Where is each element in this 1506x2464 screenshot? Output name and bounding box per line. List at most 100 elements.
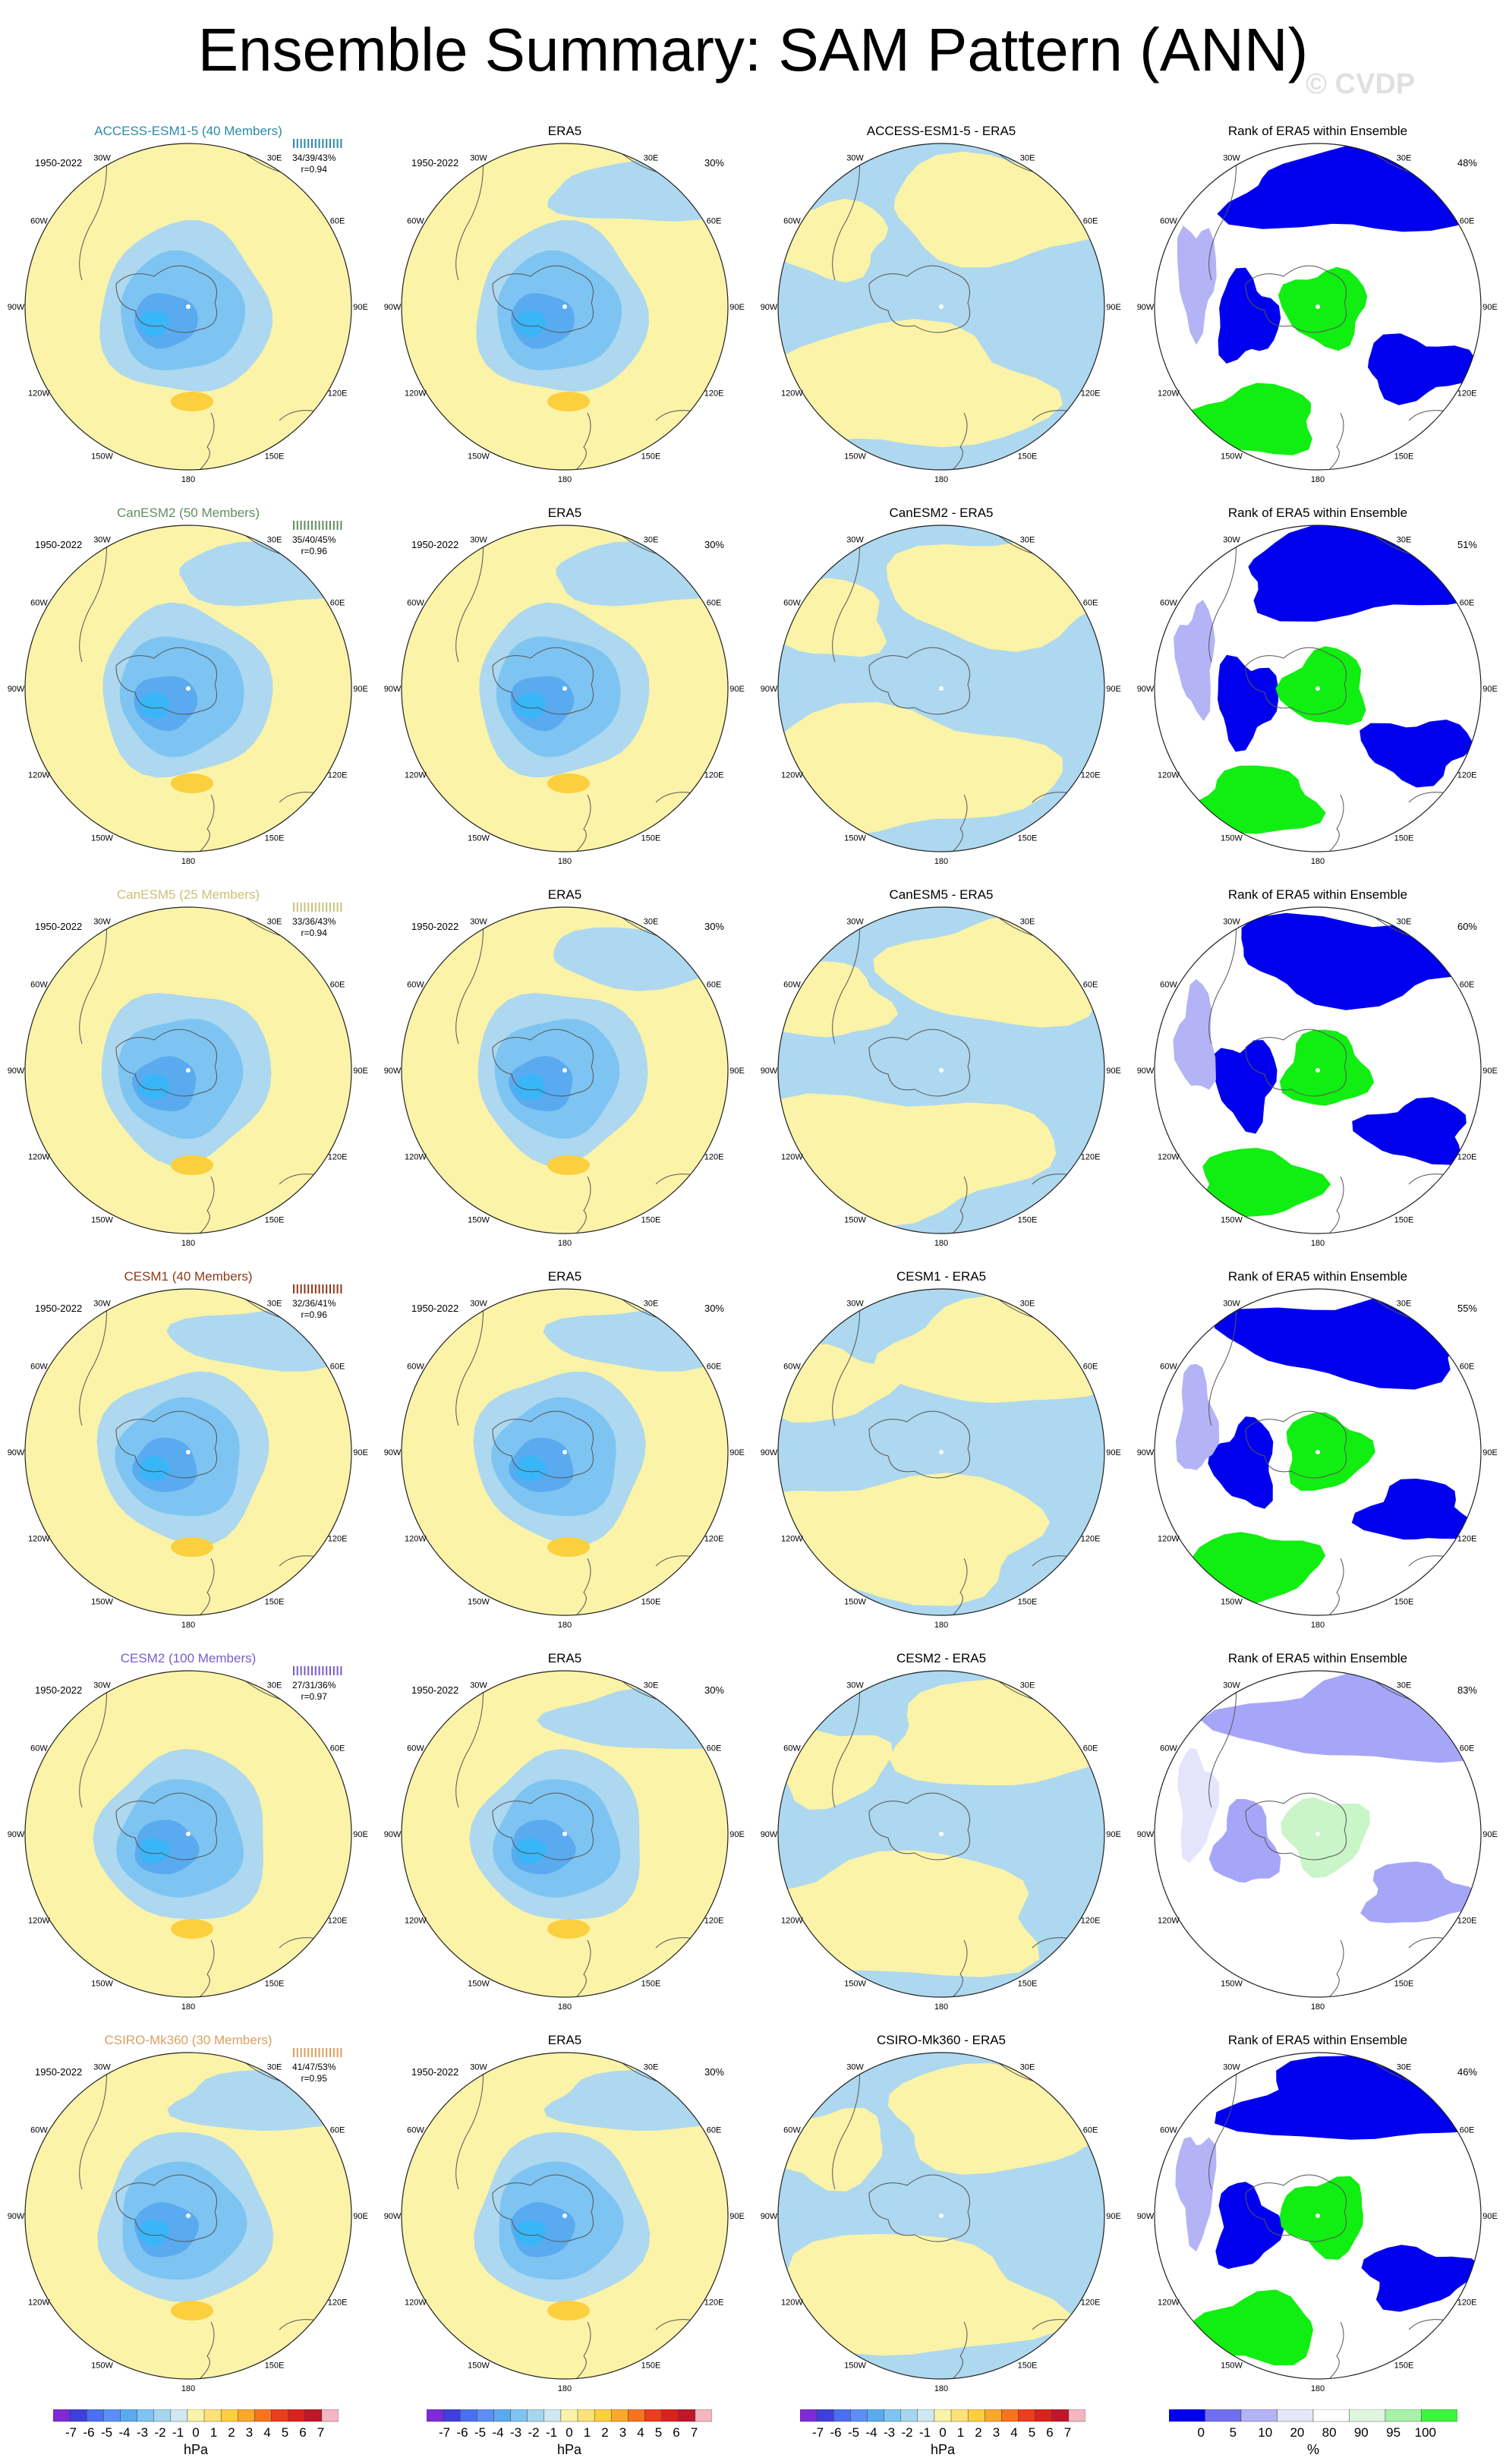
longitude-label: 120E [1081, 389, 1101, 399]
longitude-label: 30E [267, 2062, 282, 2072]
panel-title: Rank of ERA5 within Ensemble [1227, 1269, 1408, 1284]
page-title: Ensemble Summary: SAM Pattern (ANN) [197, 16, 1309, 83]
longitude-label: 60E [330, 217, 345, 226]
antarctica-coastline [868, 1029, 970, 1097]
longitude-label: 60E [330, 1744, 345, 1753]
longitude-label: 60E [1083, 2126, 1098, 2135]
colorbar-tick-label: 4 [263, 2425, 270, 2440]
longitude-label: 30W [1223, 1681, 1240, 1690]
panel-title: CanESM5 (25 Members) [116, 887, 260, 902]
longitude-label: 120W [781, 389, 803, 399]
south-america-coastline [79, 1289, 107, 1426]
colorbar-swatch [120, 2409, 137, 2422]
new-zealand-coastline [199, 1558, 215, 1615]
longitude-label: 30W [1223, 153, 1240, 162]
antarctica-coastline [1245, 2174, 1347, 2242]
longitude-label: 120W [405, 771, 427, 780]
colorbar-swatch [137, 2409, 154, 2422]
longitude-label: 150W [91, 834, 113, 843]
longitude-label: 90W [761, 1830, 778, 1839]
longitude-label: 120W [1158, 1917, 1180, 1926]
south-pole-marker [186, 1068, 191, 1073]
panel-title: ERA5 [547, 1651, 582, 1665]
longitude-label: 30W [846, 917, 864, 926]
longitude-label: 90E [353, 1448, 368, 1457]
pattern-stats: 35/40/45% r=0.96 [292, 534, 336, 556]
antarctica-coastline [115, 1029, 217, 1097]
antarctica-coastline [868, 2174, 970, 2242]
map-panel-model: CSIRO-Mk360 (30 Members) 1950-2022 41/47/5… [0, 2033, 376, 2415]
colorbar-swatch [816, 2409, 834, 2422]
colorbar-tick-label: 4 [1010, 2425, 1017, 2440]
map-panel-rank: Rank of ERA5 within Ensemble83%030E60E90… [1130, 1651, 1506, 2033]
longitude-label: 150W [91, 2362, 113, 2371]
period-label: 1950-2022 [35, 2066, 83, 2078]
longitude-label: 90E [353, 685, 368, 694]
longitude-label: 30E [1397, 1681, 1412, 1690]
colorbar-tick-label: -5 [101, 2425, 112, 2440]
longitude-label: 30E [644, 917, 659, 926]
south-america-coastline [1208, 2053, 1237, 2190]
colorbar-tick-label: -7 [65, 2425, 77, 2440]
longitude-label: 120W [781, 1917, 803, 1926]
longitude-label: 180 [934, 1239, 948, 1248]
period-label: 1950-2022 [411, 539, 459, 550]
south-america-coastline [455, 143, 484, 281]
south-pole-marker [939, 1068, 944, 1073]
longitude-label: 60W [1160, 217, 1177, 226]
map-panel-obs: ERA51950-202230%030E60E90E120E150E180150… [376, 2033, 753, 2415]
longitude-label: 120W [405, 2299, 427, 2308]
new-zealand-coastline [952, 1939, 968, 1997]
longitude-label: 90E [729, 685, 745, 694]
south-pole-marker [939, 1832, 944, 1836]
colorbar-tick-label: -4 [492, 2425, 503, 2440]
longitude-label: 30E [1397, 2062, 1412, 2072]
longitude-label: 90E [1482, 2212, 1498, 2221]
longitude-label: 120W [405, 1535, 427, 1544]
colorbar-swatch [543, 2409, 562, 2422]
colorbar-swatch [1312, 2409, 1350, 2422]
longitude-label: 90E [353, 1067, 368, 1076]
map-panel-diff: CESM2 - ERA5030E60E90E120E150E180150W120… [753, 1651, 1130, 2033]
colorbar-tick-label: 3 [246, 2425, 253, 2440]
longitude-label: 30E [1397, 1299, 1412, 1308]
longitude-label: 60E [330, 599, 345, 608]
longitude-label: 30E [644, 1681, 659, 1690]
colorbar-swatch [254, 2409, 272, 2422]
colorbar: -7 -6 -5 -4 -3 -2 -1 0 1 2 3 4 5 6 7 hPa [53, 2409, 339, 2459]
longitude-label: 30E [1020, 1299, 1035, 1308]
longitude-label: 120W [1158, 771, 1180, 780]
positive-anomaly [547, 1537, 590, 1557]
longitude-label: 60W [30, 981, 48, 990]
longitude-label: 150W [1221, 1980, 1243, 1989]
south-america-coastline [455, 907, 484, 1045]
longitude-label: 120W [405, 1153, 427, 1162]
longitude-label: 120W [28, 1153, 50, 1162]
colorbar-swatch [443, 2409, 461, 2422]
colorbar-swatch [153, 2409, 172, 2422]
new-zealand-coastline [952, 794, 968, 852]
map-border [401, 2052, 729, 2380]
longitude-label: 150W [468, 452, 490, 462]
new-zealand-coastline [575, 412, 591, 470]
rank-percent: 55% [1457, 1303, 1477, 1314]
colorbar-swatch [103, 2409, 121, 2422]
longitude-label: 120E [1457, 771, 1477, 780]
longitude-label: 150E [1394, 1216, 1414, 1225]
longitude-label: 120W [28, 1917, 50, 1926]
longitude-label: 150W [844, 1980, 866, 1989]
longitude-label: 120E [328, 389, 348, 399]
positive-anomaly [547, 392, 590, 411]
longitude-label: 90W [8, 2212, 25, 2221]
longitude-label: 30E [1020, 917, 1035, 926]
colorbar-swatch [950, 2409, 969, 2422]
positive-anomaly [547, 2301, 590, 2321]
period-label: 1950-2022 [411, 1303, 459, 1314]
colorbar-tick-label: -3 [137, 2425, 148, 2440]
antarctica-coastline [115, 265, 217, 333]
longitude-label: 120W [781, 1535, 803, 1544]
map-border [777, 2052, 1105, 2380]
longitude-label: 120E [328, 1917, 348, 1926]
longitude-label: 30E [267, 917, 282, 926]
south-pole-marker [1315, 1068, 1320, 1073]
